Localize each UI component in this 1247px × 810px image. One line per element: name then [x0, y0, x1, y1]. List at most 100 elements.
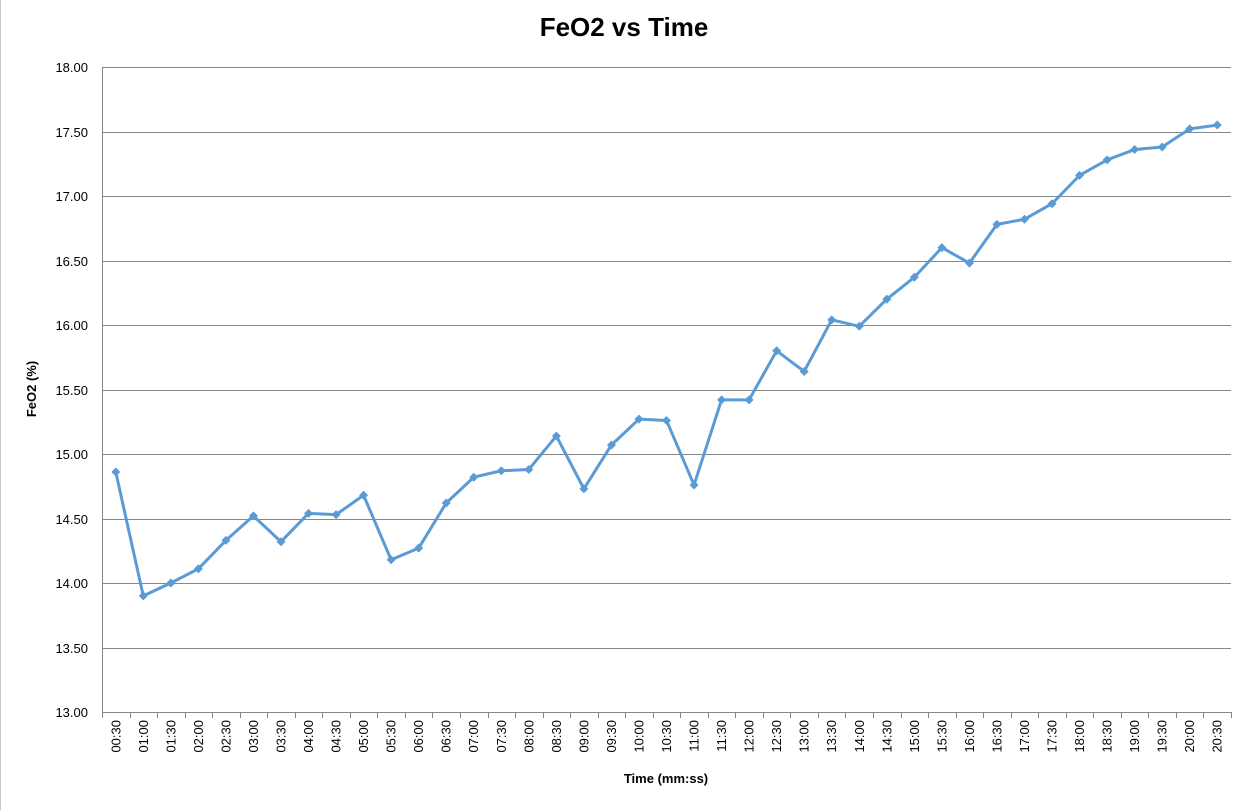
x-tick-label: 14:00	[852, 720, 867, 753]
data-point	[1047, 199, 1057, 209]
data-point	[1212, 120, 1222, 130]
y-tick-label: 17.00	[55, 189, 88, 204]
data-point	[331, 510, 341, 520]
data-point	[1019, 214, 1029, 224]
data-point	[1075, 170, 1085, 180]
data-point	[579, 484, 589, 494]
x-tick-label: 10:30	[659, 720, 674, 753]
data-point	[1102, 155, 1112, 165]
x-tick-label: 20:30	[1210, 720, 1225, 753]
x-tick-label: 20:00	[1182, 720, 1197, 753]
data-point	[193, 564, 203, 574]
x-tick-label: 10:00	[631, 720, 646, 753]
data-point	[221, 535, 231, 545]
y-tick-label: 17.50	[55, 125, 88, 140]
x-tick-label: 05:30	[384, 720, 399, 753]
x-axis-label: Time (mm:ss)	[624, 771, 708, 786]
data-point	[138, 591, 148, 601]
x-tick-label: 13:00	[797, 720, 812, 753]
x-tick-label: 02:00	[191, 720, 206, 753]
data-point	[414, 543, 424, 553]
x-tick-label: 16:30	[989, 720, 1004, 753]
x-tick-label: 01:30	[163, 720, 178, 753]
data-point	[772, 346, 782, 356]
data-point	[606, 440, 616, 450]
x-tick-label: 17:30	[1045, 720, 1060, 753]
y-tick-label: 13.00	[55, 705, 88, 720]
x-tick-label: 07:30	[494, 720, 509, 753]
data-point	[1185, 124, 1195, 134]
x-tick-label: 09:30	[604, 720, 619, 753]
y-tick-label: 18.00	[55, 60, 88, 75]
y-axis-tick-labels: 13.00 13.50 14.00 14.50 15.00 15.50 16.00 16.50…	[55, 60, 88, 720]
data-point	[882, 294, 892, 304]
x-tick-label: 11:00	[687, 720, 702, 752]
y-tick-label: 15.00	[55, 447, 88, 462]
x-tick-label: 08:30	[549, 720, 564, 753]
x-tick-label: 18:30	[1100, 720, 1115, 753]
data-point	[551, 431, 561, 441]
x-tick-label: 19:00	[1127, 720, 1142, 753]
data-point	[166, 578, 176, 588]
x-tick-label: 04:30	[329, 720, 344, 753]
data-point	[937, 243, 947, 253]
chart-title: FeO2 vs Time	[540, 12, 709, 42]
x-tick-label: 15:30	[934, 720, 949, 753]
x-axis: 00:30 01:00 01:30 02:00 02:30 03:00 03:30 04:00…	[102, 67, 1232, 753]
y-tick-label: 14.00	[55, 576, 88, 591]
data-point	[441, 498, 451, 508]
data-point	[992, 219, 1002, 229]
x-tick-label: 19:30	[1155, 720, 1170, 753]
gridlines	[102, 67, 1231, 713]
y-tick-label: 13.50	[55, 641, 88, 656]
x-tick-label: 11:30	[714, 720, 729, 752]
x-tick-label: 07:00	[466, 720, 481, 753]
y-tick-label: 16.50	[55, 254, 88, 269]
data-point	[304, 508, 314, 518]
series-line	[114, 123, 1218, 598]
data-point	[359, 490, 369, 500]
x-tick-label: 08:00	[521, 720, 536, 753]
data-point	[1130, 145, 1140, 155]
data-point	[827, 315, 837, 325]
x-tick-label: 14:30	[879, 720, 894, 753]
data-point	[717, 395, 727, 405]
y-axis-label: FeO2 (%)	[24, 361, 39, 417]
x-tick-label: 16:00	[962, 720, 977, 753]
x-tick-label: 09:00	[576, 720, 591, 753]
y-tick-label: 16.00	[55, 318, 88, 333]
x-tick-label: 03:00	[246, 720, 261, 753]
data-point	[1157, 142, 1167, 152]
x-tick-label: 13:30	[824, 720, 839, 753]
data-point	[854, 321, 864, 331]
data-point	[909, 272, 919, 282]
series-group	[111, 120, 1222, 601]
x-tick-label: 00:30	[108, 720, 123, 753]
data-point	[689, 480, 699, 490]
x-tick-label: 12:00	[742, 720, 757, 753]
x-tick-label: 01:00	[136, 720, 151, 753]
x-tick-label: 05:00	[356, 720, 371, 753]
y-tick-label: 14.50	[55, 512, 88, 527]
data-point	[662, 415, 671, 425]
x-tick-label: 02:30	[218, 720, 233, 753]
x-tick-label: 15:00	[907, 720, 922, 753]
x-tick-label: 17:00	[1017, 720, 1032, 753]
data-point	[276, 537, 286, 547]
y-tick-label: 15.50	[55, 383, 88, 398]
x-tick-label: 18:00	[1072, 720, 1087, 753]
x-tick-label: 06:30	[439, 720, 454, 753]
data-point	[799, 366, 809, 376]
data-point	[634, 414, 644, 424]
data-point	[964, 258, 974, 268]
data-point	[386, 555, 396, 565]
data-point	[496, 466, 506, 476]
data-point	[744, 395, 754, 405]
data-point	[111, 467, 121, 477]
x-tick-label: 06:00	[411, 720, 426, 753]
data-point	[524, 464, 534, 474]
x-tick-label: 12:30	[769, 720, 784, 753]
x-tick-label: 03:30	[273, 720, 288, 753]
data-point	[469, 472, 479, 482]
